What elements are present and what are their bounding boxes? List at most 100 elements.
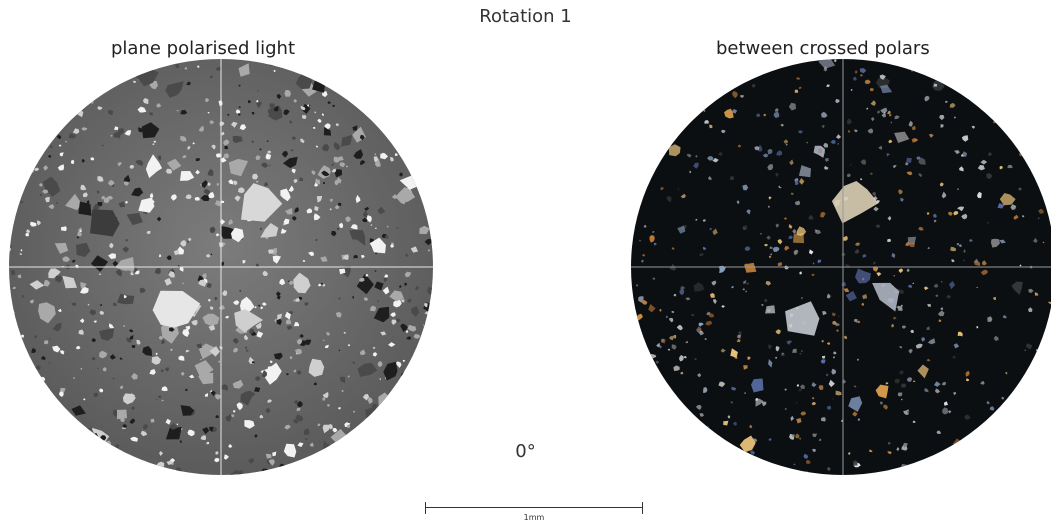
xpl-large-crystal <box>831 181 879 224</box>
xpl-grain <box>731 386 737 391</box>
ppl-grain <box>255 180 259 183</box>
ppl-grain <box>110 134 113 137</box>
ppl-grain <box>356 64 362 69</box>
ppl-grain <box>182 154 187 159</box>
ppl-grain <box>337 202 342 207</box>
xpl-grain <box>889 114 892 117</box>
ppl-grain <box>299 333 304 338</box>
xpl-grain <box>820 359 826 364</box>
ppl-grain <box>56 134 62 140</box>
xpl-grain <box>643 354 646 357</box>
xpl-grain <box>679 468 684 473</box>
ppl-grain <box>232 379 244 389</box>
ppl-grain <box>273 105 279 112</box>
ppl-grain <box>166 158 182 171</box>
ppl-grain <box>57 466 72 475</box>
ppl-grain <box>102 367 107 372</box>
ppl-grain <box>196 343 202 349</box>
ppl-grain <box>107 109 114 116</box>
ppl-grain <box>192 142 195 145</box>
xpl-grain <box>750 451 756 455</box>
ppl-grain <box>252 173 259 180</box>
xpl-grain <box>1018 471 1024 475</box>
ppl-grain <box>36 397 40 400</box>
xpl-grain <box>801 297 803 300</box>
ppl-grain <box>118 70 124 74</box>
xpl-grain <box>668 144 681 157</box>
ppl-grain <box>383 404 387 410</box>
ppl-grain <box>334 88 338 91</box>
xpl-grain <box>910 329 914 334</box>
xpl-grain <box>668 317 674 323</box>
xpl-grain <box>1034 469 1038 472</box>
xpl-grain <box>876 272 882 277</box>
ppl-grain <box>404 282 408 287</box>
ppl-grain <box>20 200 24 204</box>
xpl-grain <box>854 70 858 74</box>
ppl-grain <box>56 96 61 104</box>
ppl-grain <box>409 123 414 128</box>
ppl-grain <box>261 162 269 168</box>
ppl-grain <box>10 245 13 248</box>
xpl-grain <box>1034 292 1039 296</box>
ppl-grain <box>323 127 332 136</box>
xpl-grain <box>761 304 764 307</box>
ppl-grain <box>353 254 359 259</box>
xpl-grain <box>924 388 929 393</box>
ppl-grain <box>411 305 420 317</box>
ppl-grain <box>198 343 215 360</box>
ppl-grain <box>208 192 215 199</box>
ppl-grain <box>255 155 261 160</box>
ppl-grain <box>254 434 258 438</box>
xpl-grain <box>1040 406 1045 411</box>
ppl-grain <box>158 155 162 161</box>
xpl-grain <box>667 348 671 351</box>
xpl-grain <box>875 224 880 229</box>
ppl-grain <box>288 59 297 66</box>
rotation-angle-label: 0° <box>515 441 536 462</box>
xpl-grain <box>880 84 893 94</box>
xpl-grain <box>906 171 913 176</box>
ppl-grain <box>283 109 290 116</box>
ppl-grain <box>356 97 361 101</box>
ppl-grain <box>251 140 255 144</box>
ppl-grain <box>395 390 401 395</box>
ppl-grain <box>267 366 273 371</box>
ppl-grain <box>276 94 282 99</box>
xpl-grain <box>749 424 753 429</box>
xpl-grain <box>671 247 675 250</box>
xpl-grain <box>697 373 702 378</box>
xpl-grain <box>652 277 656 280</box>
xpl-grain <box>1044 193 1048 197</box>
ppl-grain <box>91 338 96 343</box>
xpl-grain <box>1031 84 1035 88</box>
ppl-grain <box>72 71 78 77</box>
ppl-grain <box>161 386 168 392</box>
ppl-grain <box>288 280 294 285</box>
ppl-grain <box>41 356 46 361</box>
ppl-grain <box>63 108 70 114</box>
xpl-grain <box>986 173 993 180</box>
xpl-grain <box>1019 67 1024 73</box>
ppl-grain <box>150 418 155 423</box>
xpl-grain <box>825 373 829 377</box>
ppl-grain <box>108 253 116 259</box>
ppl-grain <box>232 135 243 144</box>
ppl-grain <box>260 306 263 310</box>
xpl-grain <box>786 340 793 345</box>
xpl-grain <box>928 133 934 138</box>
scale-bar-line <box>425 507 643 508</box>
ppl-grain <box>306 208 312 214</box>
xpl-grain <box>733 421 738 426</box>
ppl-grain <box>257 90 260 92</box>
ppl-grain <box>130 436 138 442</box>
ppl-micrograph <box>8 58 434 476</box>
ppl-grain <box>301 103 311 114</box>
ppl-grain <box>25 166 31 174</box>
xpl-grain <box>1044 137 1047 140</box>
xpl-grain <box>641 374 651 383</box>
xpl-grain <box>775 356 778 359</box>
ppl-grain <box>173 249 180 255</box>
xpl-grain <box>704 120 709 124</box>
xpl-grain <box>714 438 717 441</box>
